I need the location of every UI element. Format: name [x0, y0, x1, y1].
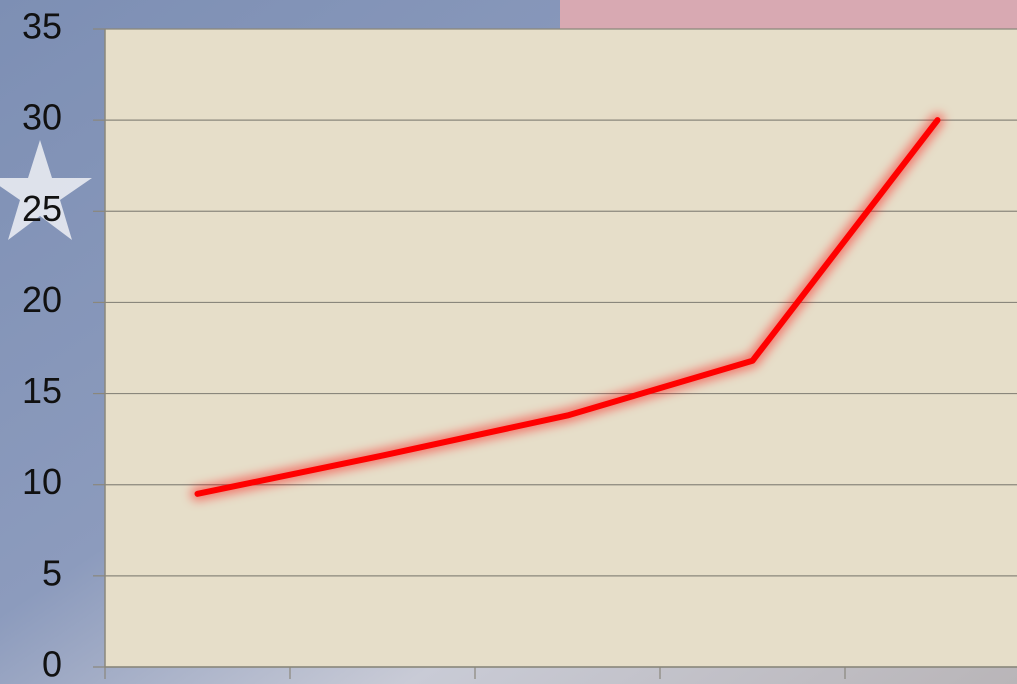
- y-tick-label: 25: [22, 188, 62, 229]
- plot-area: [105, 29, 1017, 667]
- line: [194, 117, 941, 497]
- y-tick-label: 15: [22, 370, 62, 411]
- y-tick-label: 30: [22, 97, 62, 138]
- star: [0, 140, 92, 240]
- y-tick-label: 5: [42, 552, 62, 593]
- y-tick-label: 0: [42, 644, 62, 684]
- y-tick-label: 10: [22, 461, 62, 502]
- y-tick-label: 20: [22, 279, 62, 320]
- flag-stripe: [560, 0, 1017, 30]
- y-tick-label: 35: [22, 6, 62, 47]
